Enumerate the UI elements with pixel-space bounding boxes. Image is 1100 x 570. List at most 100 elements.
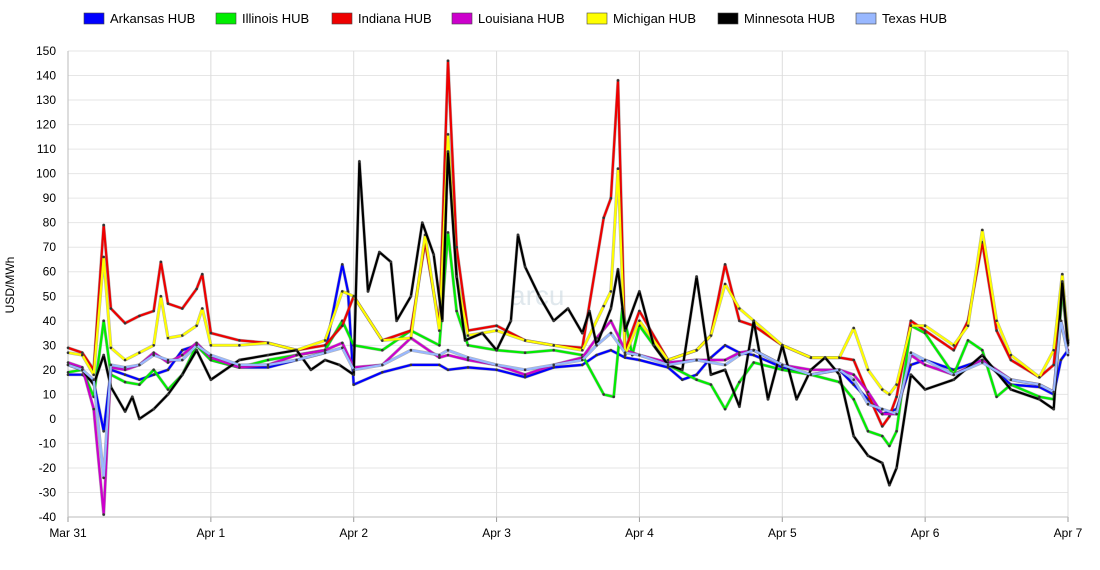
data-point: [809, 373, 813, 377]
data-point: [381, 371, 384, 374]
series-indiana-hub[interactable]: [66, 59, 1070, 428]
series-texas-hub[interactable]: [66, 319, 1070, 480]
legend-swatch: [586, 12, 608, 25]
data-point: [81, 353, 84, 357]
legend-item[interactable]: Arkansas HUB: [83, 11, 195, 26]
data-point: [666, 358, 670, 362]
data-point: [238, 366, 241, 369]
y-tick-label: 10: [43, 387, 57, 401]
data-point: [509, 319, 513, 323]
data-point: [695, 275, 698, 278]
series-line-outline: [67, 230, 1070, 448]
legend-item[interactable]: Texas HUB: [855, 11, 947, 26]
data-point: [952, 348, 955, 352]
data-point: [552, 344, 555, 347]
legend-label: Illinois HUB: [242, 11, 309, 26]
data-point: [888, 483, 891, 487]
data-point: [838, 368, 841, 372]
data-point: [595, 353, 598, 357]
data-point: [602, 393, 605, 396]
data-point: [181, 373, 184, 377]
data-point: [466, 366, 470, 369]
data-point: [438, 329, 441, 332]
data-point: [381, 348, 384, 352]
data-point: [455, 309, 458, 313]
data-point: [409, 336, 413, 340]
data-point: [201, 307, 204, 310]
data-point: [895, 429, 898, 433]
data-point: [446, 59, 450, 63]
y-tick-label: 30: [43, 338, 57, 352]
data-point: [1009, 383, 1013, 386]
x-tick-label: Apr 3: [482, 526, 511, 540]
data-point: [809, 368, 813, 372]
data-point: [123, 380, 127, 384]
data-point: [166, 388, 170, 391]
data-point: [923, 331, 927, 335]
data-point: [612, 395, 615, 399]
data-point: [909, 324, 913, 328]
data-point: [523, 368, 527, 372]
data-point: [581, 331, 584, 335]
data-point: [1009, 358, 1013, 362]
data-point: [895, 395, 898, 399]
series-michigan-hub[interactable]: [66, 132, 1070, 396]
data-point: [266, 358, 270, 362]
data-point: [738, 351, 741, 355]
series-illinois-hub[interactable]: [66, 230, 1070, 448]
data-point: [609, 331, 613, 335]
data-point: [195, 344, 198, 347]
legend-item[interactable]: Michigan HUB: [586, 11, 696, 26]
data-point: [538, 295, 541, 298]
data-point: [195, 324, 198, 328]
data-point: [1038, 395, 1041, 399]
y-tick-label: -20: [39, 461, 57, 475]
data-point: [495, 363, 498, 367]
data-point: [66, 361, 70, 364]
data-point: [666, 363, 670, 367]
data-point: [602, 304, 605, 308]
data-point: [123, 368, 127, 372]
data-point: [738, 405, 741, 408]
data-point: [1009, 378, 1013, 382]
data-point: [409, 295, 413, 298]
data-point: [866, 429, 870, 433]
data-point: [466, 358, 470, 362]
data-point: [1052, 363, 1055, 367]
data-point: [92, 407, 95, 411]
data-point: [638, 290, 641, 293]
data-point: [623, 356, 627, 359]
data-point: [409, 363, 413, 367]
data-point: [781, 363, 784, 367]
data-point: [781, 344, 784, 347]
data-point: [152, 368, 155, 372]
data-point: [341, 341, 344, 345]
legend-item[interactable]: Minnesota HUB: [717, 11, 835, 26]
data-point: [66, 363, 70, 367]
y-tick-label: 50: [43, 289, 57, 303]
data-point: [523, 265, 527, 269]
legend-item[interactable]: Indiana HUB: [331, 11, 432, 26]
y-tick-label: 90: [43, 191, 57, 205]
data-point: [323, 348, 327, 352]
data-point: [102, 255, 105, 259]
data-point: [852, 434, 855, 438]
y-tick-label: 120: [36, 118, 56, 132]
data-point: [709, 334, 713, 337]
data-point: [752, 319, 755, 323]
data-point: [766, 398, 770, 401]
legend-item[interactable]: Illinois HUB: [215, 11, 309, 26]
data-point: [895, 466, 898, 470]
series-minnesota-hub[interactable]: [66, 150, 1070, 487]
data-point: [866, 402, 870, 406]
data-point: [166, 393, 170, 396]
data-point: [181, 358, 184, 362]
data-point: [266, 363, 270, 367]
data-point: [201, 272, 204, 276]
data-point: [195, 341, 198, 345]
legend-item[interactable]: Louisiana HUB: [451, 11, 565, 26]
data-point: [923, 329, 927, 332]
data-point: [852, 358, 855, 362]
data-point: [723, 263, 727, 266]
data-point: [616, 79, 620, 82]
